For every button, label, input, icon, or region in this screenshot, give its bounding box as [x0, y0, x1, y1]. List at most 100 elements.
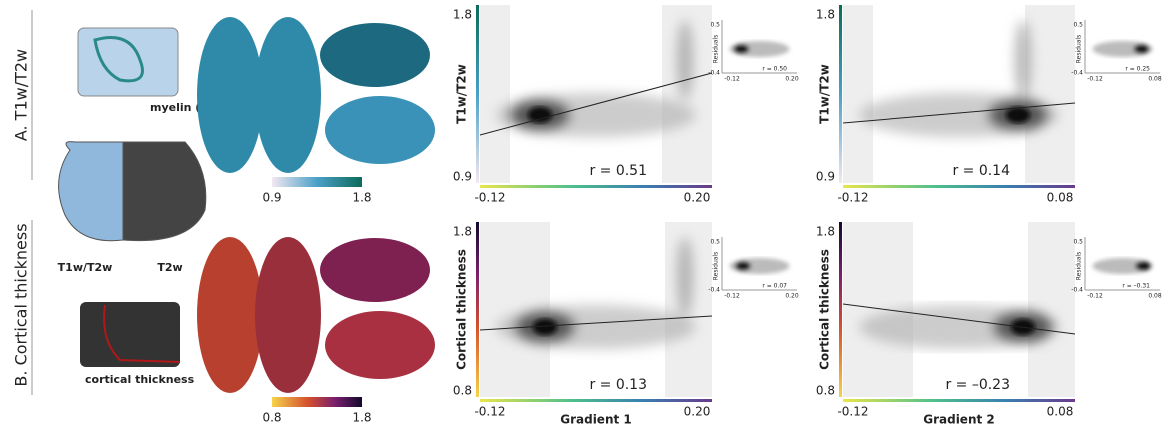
x-tick-label: -0.12 [837, 191, 868, 205]
y-tick-label: 1.8 [816, 8, 835, 22]
y-tick-label: 1.8 [816, 225, 835, 239]
density [735, 261, 752, 271]
density [1015, 20, 1031, 100]
x-tick-label: 0.20 [684, 191, 711, 205]
brain-half [122, 141, 207, 242]
inset [1092, 258, 1153, 274]
shaded-band [1028, 222, 1075, 397]
contour [103, 304, 181, 363]
y-tick-label: 1.8 [453, 8, 472, 22]
colorbar-min: 0.9 [262, 191, 281, 205]
y-axis-label: T1w/T2w [455, 64, 469, 124]
inset [1092, 41, 1153, 57]
fit-line [842, 102, 1076, 124]
inset-y-tick: 0.5 [1073, 239, 1083, 246]
y-tick-label: 0.8 [816, 384, 835, 398]
inset-y-tick: 0.5 [710, 22, 720, 29]
thickness-label: cortical thickness [85, 373, 195, 386]
y-tick-label: 0.8 [453, 384, 472, 398]
density [677, 237, 693, 317]
colorbar-min: 0.8 [262, 411, 281, 425]
x-tick-label: -0.12 [474, 405, 505, 419]
colorbar [272, 397, 362, 407]
r-label: r = –0.23 [945, 377, 1010, 393]
y-axis-label: Cortical thickness [455, 249, 469, 370]
density [1133, 44, 1150, 54]
t2-label: T2w [157, 261, 182, 274]
x-axis-bar [480, 399, 712, 402]
r-label: r = 0.14 [952, 163, 1010, 179]
shaded-band [843, 5, 873, 183]
t1t2-label: T1w/T2w [58, 261, 113, 274]
inset-r-label: r = 0.07 [762, 283, 787, 290]
x-axis-bar [480, 185, 712, 188]
x-axis-bar [843, 399, 1075, 402]
contour [93, 36, 144, 83]
y-axis-bar [839, 222, 842, 397]
inset-x-tick: -0.12 [1087, 293, 1103, 300]
inset [729, 258, 790, 274]
y-tick-label: 1.8 [453, 225, 472, 239]
fit-line [479, 72, 713, 136]
inset-y-label: Residuals [713, 252, 720, 280]
x-tick-label: 0.08 [1047, 191, 1074, 205]
colorbar-max: 1.8 [352, 411, 371, 425]
colorbar-max: 1.8 [352, 191, 371, 205]
brain-half [58, 141, 124, 242]
y-axis-bar [476, 222, 479, 397]
density [733, 44, 750, 54]
inset-r-label: r = 0.25 [1125, 66, 1150, 73]
section-label: B. Cortical thickness [12, 223, 31, 386]
inset-y-tick: -0.4 [1071, 70, 1083, 77]
shaded-band [480, 5, 510, 183]
x-tick-label: -0.12 [474, 191, 505, 205]
inset [729, 41, 790, 57]
zoom-box [80, 302, 180, 367]
density [1092, 258, 1153, 274]
inset-y-label: Residuals [713, 35, 720, 63]
inset-y-tick: 0.5 [1073, 22, 1083, 29]
section-label: A. T1w/T2w [12, 49, 31, 141]
density-cloud [859, 305, 1059, 349]
density [677, 20, 693, 100]
inset-y-label: Residuals [1076, 35, 1083, 63]
x-tick-label: 0.08 [1047, 405, 1074, 419]
y-axis-bar [476, 5, 479, 183]
shaded-band [1025, 5, 1075, 183]
x-axis-bar [843, 185, 1075, 188]
x-axis-label: Gradient 1 [560, 413, 632, 427]
density-cloud [496, 237, 696, 349]
density-core [533, 319, 557, 335]
y-tick-label: 0.9 [816, 170, 835, 184]
inset-y-tick: -0.4 [1071, 287, 1083, 294]
inset-y-tick: 0.5 [710, 239, 720, 246]
density-cloud [496, 20, 696, 137]
inset-x-tick: -0.12 [724, 293, 740, 300]
y-axis-bar [839, 5, 842, 183]
density-core [1006, 107, 1030, 123]
x-tick-label: -0.12 [837, 405, 868, 419]
y-axis-label: Cortical thickness [818, 249, 832, 370]
inset-x-tick: 0.20 [785, 76, 799, 83]
density [1135, 261, 1152, 271]
inset-y-tick: -0.4 [708, 287, 720, 294]
density-core [528, 107, 552, 123]
x-tick-label: 0.20 [684, 405, 711, 419]
inset-x-tick: -0.12 [724, 76, 740, 83]
r-label: r = 0.13 [589, 377, 647, 393]
fit-line [842, 303, 1076, 335]
y-tick-label: 0.9 [453, 170, 472, 184]
inset-r-label: r = –0.31 [1122, 283, 1150, 290]
inset-x-tick: -0.12 [1087, 76, 1103, 83]
inset-y-label: Residuals [1076, 252, 1083, 280]
r-label: r = 0.51 [589, 163, 647, 179]
y-axis-label: T1w/T2w [818, 64, 832, 124]
inset-r-label: r = 0.50 [762, 66, 787, 73]
x-axis-label: Gradient 2 [923, 413, 995, 427]
inset-x-tick: 0.08 [1148, 293, 1162, 300]
colorbar [272, 177, 362, 187]
inset-y-tick: -0.4 [708, 70, 720, 77]
inset-x-tick: 0.08 [1148, 76, 1162, 83]
inset-x-tick: 0.20 [785, 293, 799, 300]
